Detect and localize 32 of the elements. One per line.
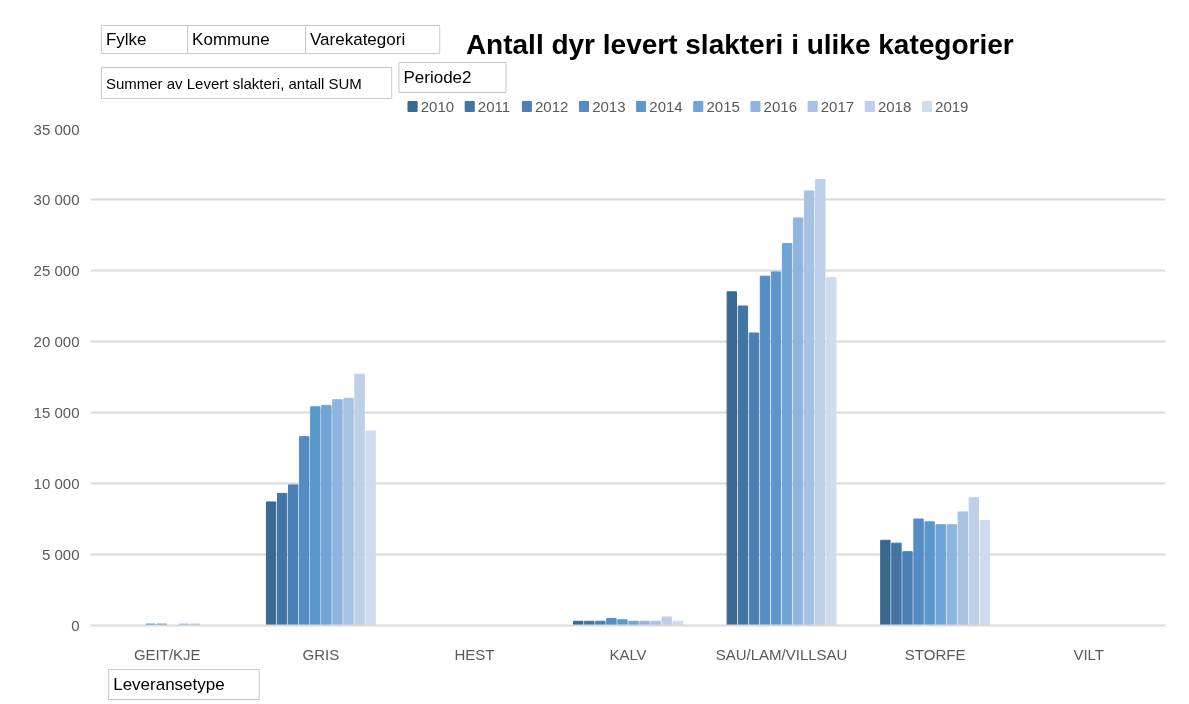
y-tick-label: 15 000	[33, 404, 80, 421]
text: Leveransetype	[113, 675, 225, 694]
text: Periode2	[403, 68, 472, 87]
legend-label: 2016	[763, 97, 797, 115]
y-tick-label: 25 000	[33, 262, 80, 279]
legend-label: 2018	[877, 97, 912, 115]
x-tick-label: VILT	[1073, 645, 1105, 663]
y-tick-label: 10 000	[33, 475, 80, 492]
legend-label: 2019	[935, 97, 969, 115]
x-tick-label: GRIS	[302, 645, 340, 663]
y-tick-label: 0	[71, 617, 80, 634]
x-tick-label: GEIT/KJE	[133, 645, 201, 663]
x-tick-label: HEST	[454, 645, 495, 663]
x-tick-label: KALV	[609, 645, 647, 663]
legend-label: 2010	[420, 97, 455, 115]
legend-label: 2015	[706, 97, 740, 115]
legend-label: 2012	[535, 97, 569, 115]
legend-label: 2017	[820, 97, 855, 115]
text: Kommune	[192, 30, 270, 49]
text: Fylke	[105, 30, 147, 49]
text: Summer av Levert slakteri, antall SUM	[105, 74, 362, 92]
text: Varekategori	[310, 30, 406, 49]
legend-label: 2011	[477, 97, 511, 115]
x-tick-label: SAU/LAM/VILLSAU	[715, 645, 848, 663]
y-tick-label: 30 000	[33, 191, 80, 208]
legend-label: 2014	[649, 97, 683, 115]
legend-label: 2013	[592, 97, 626, 115]
y-tick-label: 35 000	[33, 120, 80, 138]
y-tick-label: 20 000	[33, 333, 80, 350]
y-tick-label: 5 000	[41, 546, 80, 563]
x-tick-label: STORFE	[904, 645, 966, 663]
chart-title: Antall dyr levert slakteri i ulike kategorier	[465, 29, 1014, 60]
